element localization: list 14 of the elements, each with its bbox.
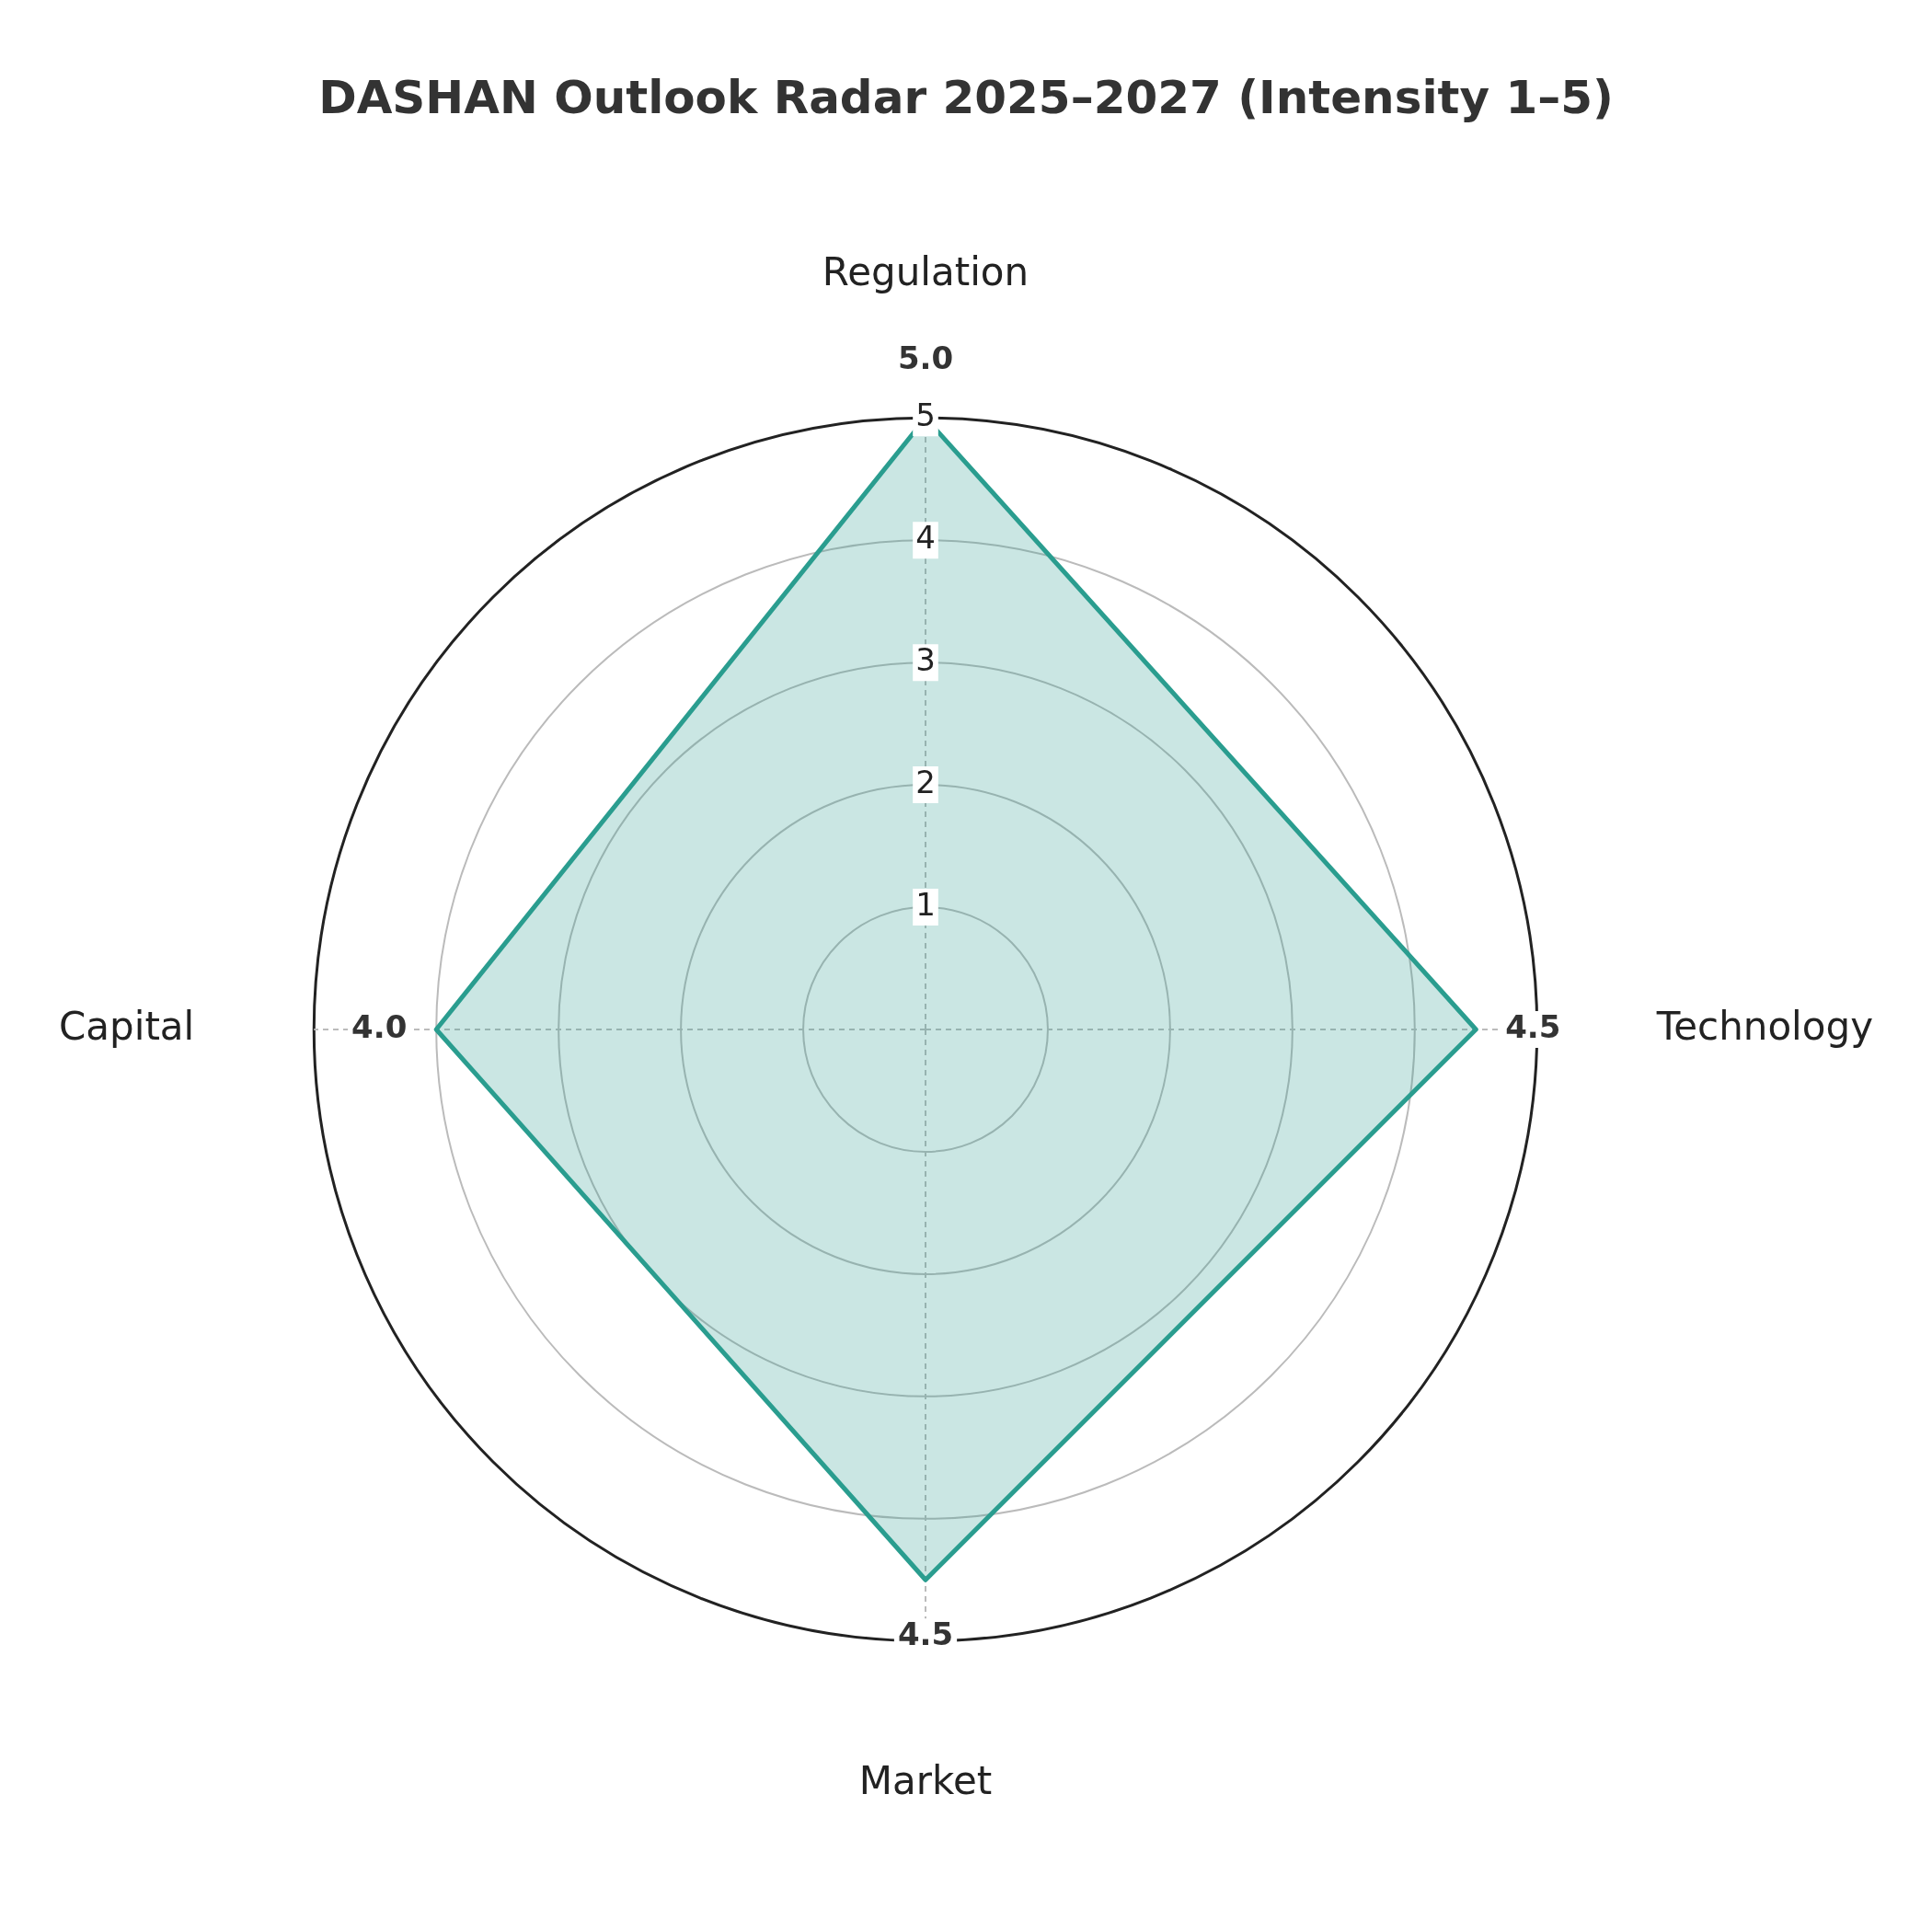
y-tick-label: 4 — [915, 519, 936, 557]
spoke-label: Regulation — [822, 248, 1029, 294]
spoke-label: Capital — [58, 1003, 195, 1049]
y-tick-label: 2 — [915, 763, 936, 800]
data-label: 4.0 — [351, 1007, 408, 1045]
y-tick-label: 3 — [915, 640, 936, 678]
data-label: 5.0 — [897, 339, 954, 377]
data-label: 4.5 — [897, 1616, 954, 1653]
y-tick-label: 5 — [915, 397, 936, 434]
spoke-label: Market — [858, 1757, 993, 1803]
spoke-label: Technology — [1655, 1003, 1873, 1049]
y-tick-label: 1 — [915, 885, 936, 923]
data-label: 4.5 — [1505, 1007, 1561, 1045]
chart-title: DASHAN Outlook Radar 2025–2027 (Intensity 1–5) — [318, 70, 1614, 124]
